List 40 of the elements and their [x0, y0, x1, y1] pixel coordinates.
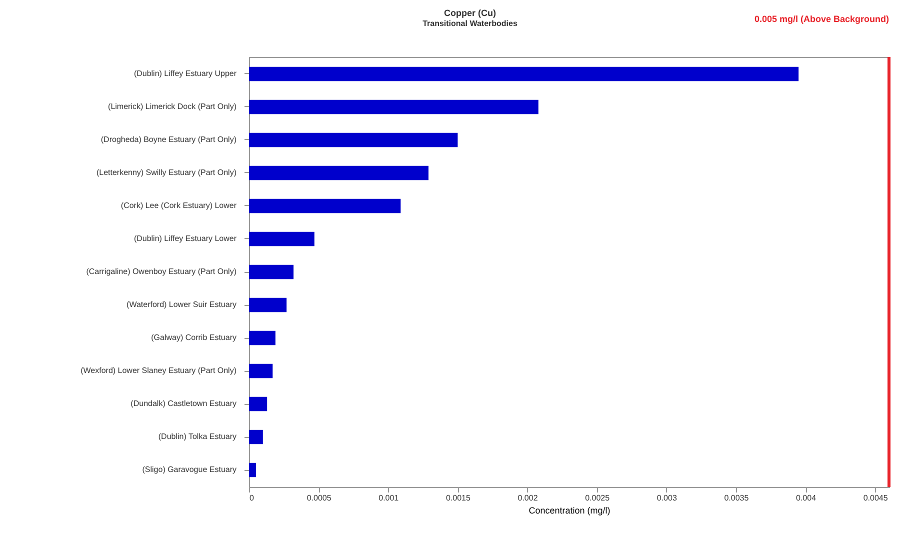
y-tick-label: (Sligo) Garavogue Estuary [142, 465, 236, 474]
bar [249, 232, 314, 246]
x-tick-label: 0.0035 [724, 494, 750, 502]
x-tick-label: 0.003 [656, 494, 678, 502]
y-tick-label: (Galway) Corrib Estuary [151, 333, 236, 342]
x-tick-label: 0.002 [518, 494, 538, 502]
y-tick-label: (Dublin) Tolka Estuary [158, 432, 236, 442]
x-tick-label: 0.0015 [446, 494, 471, 502]
y-tick-label: (Limerick) Limerick Dock (Part Only) [108, 102, 237, 111]
y-tick-label: (Dublin) Liffey Estuary Upper [134, 68, 237, 78]
y-tick-label: (Drogheda) Boyne Estuary (Part Only) [100, 134, 237, 144]
bar [249, 330, 276, 346]
x-tick-label: 0.0005 [306, 494, 332, 502]
x-tick-label: 0.0045 [863, 494, 888, 502]
bar [249, 298, 287, 312]
ref-line-label: 0.005 mg/l (Above Background) [754, 14, 889, 24]
bar [249, 66, 799, 82]
x-tick-label: 0.0025 [585, 494, 610, 502]
chart-subtitle: Transitional Waterbodies [422, 19, 518, 28]
bar [249, 364, 273, 378]
x-tick-label: 0.001 [378, 494, 400, 502]
y-tick-label: (Waterford) Lower Suir Estuary [126, 300, 236, 309]
bar [249, 100, 538, 114]
bar [249, 264, 294, 280]
bar [249, 132, 458, 148]
y-tick-label: (Letterkenny) Swilly Estuary (Part Only) [96, 168, 237, 177]
y-tick-label: (Wexford) Lower Slaney Estuary (Part Only) [80, 366, 237, 375]
bar [249, 462, 256, 478]
x-tick-label: 0 [250, 494, 254, 502]
y-tick-label: (Cork) Lee (Cork Estuary) Lower [120, 201, 237, 210]
y-tick-label: (Carrigaline) Owenboy Estuary (Part Only) [86, 267, 237, 276]
bar [249, 396, 268, 412]
bar [249, 166, 428, 180]
y-tick-label: (Dundalk) Castletown Estuary [130, 399, 236, 408]
bar [249, 198, 401, 214]
x-axis-title: Concentration (mg/l) [528, 506, 610, 516]
bar [249, 430, 263, 444]
x-tick-label: 0.004 [796, 494, 817, 502]
y-tick-label: (Dublin) Liffey Estuary Lower [134, 234, 237, 243]
chart-title: Copper (Cu) [444, 8, 496, 18]
